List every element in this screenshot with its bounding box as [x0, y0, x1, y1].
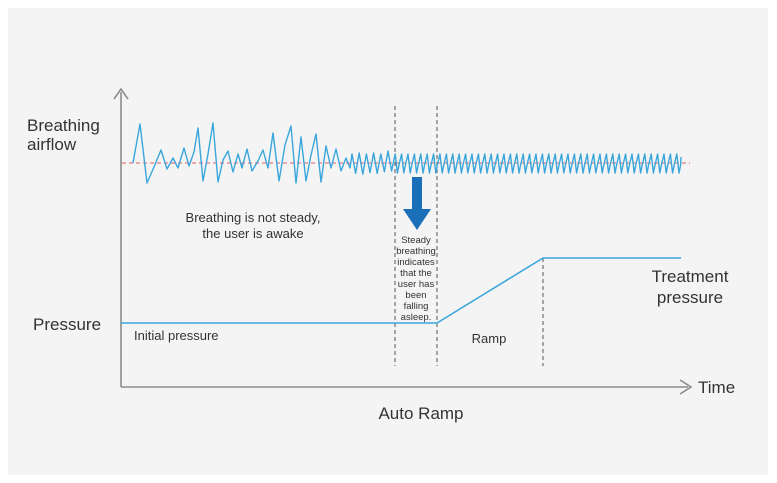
y-label-breathing: Breathing [27, 116, 100, 135]
diagram-panel [8, 8, 768, 475]
steady-note-line: indicates [397, 257, 435, 268]
diagram-caption: Auto Ramp [378, 404, 463, 423]
y-axis-arrow-icon [113, 87, 129, 100]
steady-note-line: falling [404, 301, 429, 312]
steady-note-line: been [405, 290, 426, 301]
initial-pressure-label: Initial pressure [134, 328, 219, 343]
steady-note-line: asleep. [401, 312, 432, 323]
not-steady-note-line2: the user is awake [202, 226, 303, 241]
x-label-time: Time [698, 378, 735, 397]
y-label-airflow: airflow [27, 135, 77, 154]
steady-note-line: that the [400, 268, 432, 279]
treatment-label-line1: Treatment [652, 267, 729, 286]
pressure-line [121, 257, 681, 324]
treatment-label-line2: pressure [657, 288, 723, 307]
y-label-pressure: Pressure [33, 315, 101, 334]
breathing-airflow-signal [132, 122, 682, 184]
x-axis-arrow-icon [679, 379, 693, 395]
steady-note-line: Steady [401, 235, 431, 246]
ramp-label: Ramp [472, 331, 507, 346]
steady-breathing-note: Steady breathing indicates that the user has… [396, 235, 436, 323]
steady-note-line: breathing [396, 246, 436, 257]
not-steady-note-line1: Breathing is not steady, [186, 210, 321, 225]
axes [113, 87, 693, 395]
sleep-detected-arrow-icon [403, 177, 431, 230]
steady-note-line: user has [398, 279, 435, 290]
